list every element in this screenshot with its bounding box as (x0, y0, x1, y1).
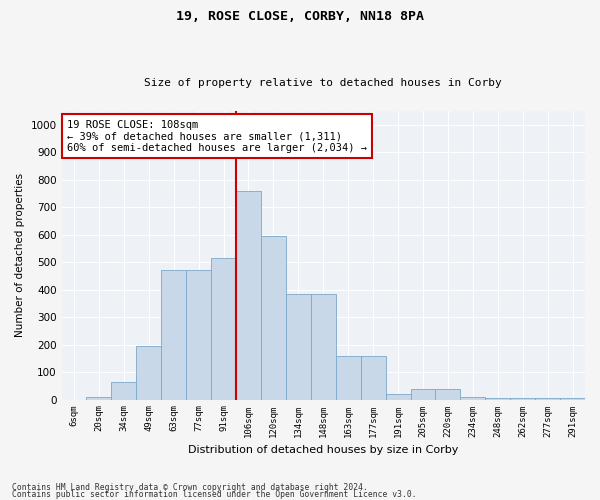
Bar (460, 397, 485, 400)
Bar (311, 294, 336, 400)
Bar (535, 398, 560, 400)
Text: 19 ROSE CLOSE: 108sqm
← 39% of detached houses are smaller (1,311)
60% of semi-d: 19 ROSE CLOSE: 108sqm ← 39% of detached … (67, 120, 367, 153)
Bar (286, 294, 311, 400)
Bar (261, 236, 286, 400)
Text: Contains public sector information licensed under the Open Government Licence v3: Contains public sector information licen… (12, 490, 416, 499)
Bar (410, 388, 436, 400)
Bar (86, 397, 112, 400)
Text: 19, ROSE CLOSE, CORBY, NN18 8PA: 19, ROSE CLOSE, CORBY, NN18 8PA (176, 10, 424, 23)
Bar (336, 356, 361, 400)
Bar (560, 398, 585, 400)
Bar (112, 382, 136, 400)
Bar (136, 346, 161, 400)
Bar (386, 394, 410, 400)
Bar (186, 270, 211, 400)
Bar (361, 356, 386, 400)
Text: Contains HM Land Registry data © Crown copyright and database right 2024.: Contains HM Land Registry data © Crown c… (12, 484, 368, 492)
X-axis label: Distribution of detached houses by size in Corby: Distribution of detached houses by size … (188, 445, 458, 455)
Bar (211, 258, 236, 400)
Y-axis label: Number of detached properties: Number of detached properties (15, 173, 25, 338)
Bar (510, 398, 535, 400)
Bar (236, 190, 261, 400)
Bar (485, 398, 510, 400)
Bar (161, 270, 186, 400)
Title: Size of property relative to detached houses in Corby: Size of property relative to detached ho… (145, 78, 502, 88)
Bar (436, 388, 460, 400)
